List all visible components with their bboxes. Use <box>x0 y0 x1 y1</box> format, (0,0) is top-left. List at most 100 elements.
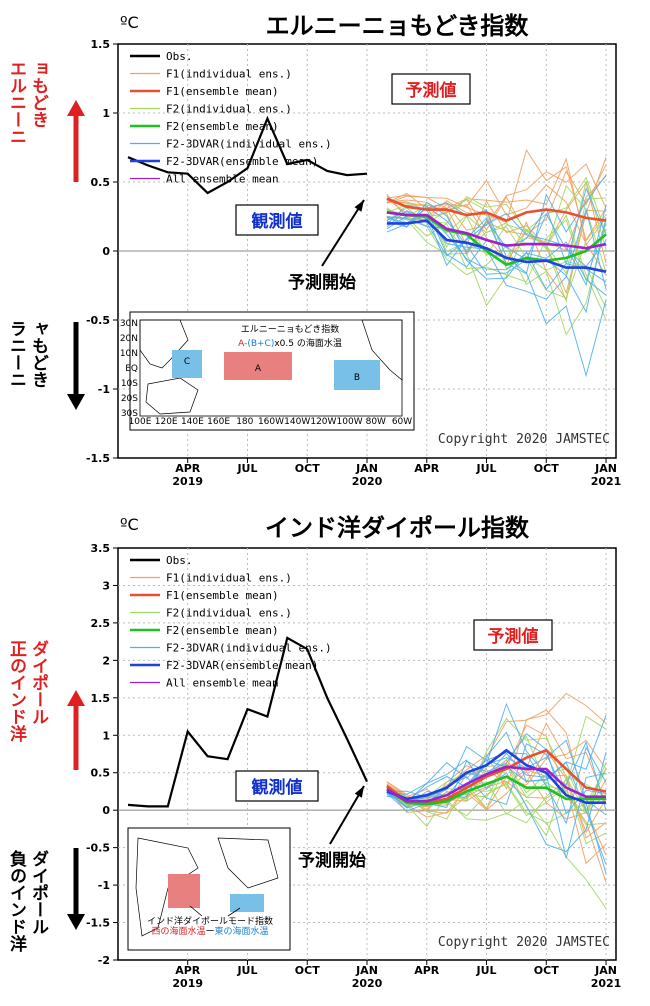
legend-label: F1(ensemble mean) <box>166 85 279 98</box>
x-tick-year: 2021 <box>591 475 622 488</box>
land-americas <box>361 319 403 381</box>
inset-formula: A-(B+C)x0.5 の海面水温 <box>238 337 342 349</box>
x-tick-label: JAN <box>355 462 378 475</box>
legend-label: F2(individual ens.) <box>166 103 292 116</box>
inset-lon-label: 140W <box>284 417 310 427</box>
forecast-box <box>473 619 553 651</box>
ensemble-member-line <box>386 770 607 820</box>
inset-pointer <box>189 905 203 917</box>
arrow-head <box>354 200 364 212</box>
legend-label: F2(ensemble mean) <box>166 120 279 133</box>
series-line-3 <box>386 748 606 805</box>
x-tick-year: 2020 <box>352 475 383 488</box>
legend-label: All ensemble mean <box>166 173 279 186</box>
positive-arrow-head <box>67 690 85 706</box>
y-tick-label: -1 <box>98 383 110 396</box>
x-tick-label: OCT <box>295 964 320 977</box>
legend-label: F2(ensemble mean) <box>166 624 279 637</box>
x-tick-label: OCT <box>534 964 559 977</box>
forecast-label: 予測値 <box>406 80 457 101</box>
ensemble-member-line <box>386 740 607 811</box>
inset-lon-label: 160E <box>207 417 230 427</box>
box-a <box>224 352 292 380</box>
inset-lon-label: 100E <box>129 417 152 427</box>
x-tick-year: 2019 <box>172 977 203 990</box>
y-tick-label: 1 <box>102 107 110 120</box>
legend-label: F2(individual ens.) <box>166 607 292 620</box>
inset-lon-label: 120W <box>310 417 336 427</box>
observed-box <box>235 770 319 802</box>
ensemble-member-line <box>386 179 607 276</box>
x-tick-label: JAN <box>594 462 617 475</box>
y-tick-label: -1.5 <box>86 917 110 930</box>
inset-lon-label: 160W <box>258 417 284 427</box>
ensemble-member-line <box>386 207 607 300</box>
x-tick-label: JAN <box>355 964 378 977</box>
inset-lat-label: 20N <box>120 334 138 344</box>
series-line-0 <box>127 636 368 808</box>
ensemble-member-line <box>386 175 607 261</box>
y-tick-label: 2.5 <box>91 617 111 630</box>
y-tick-label: 1.5 <box>91 38 111 51</box>
legend-label: F1(individual ens.) <box>166 572 292 585</box>
ensemble-member-line <box>386 216 607 283</box>
ensemble-member-line <box>386 210 607 336</box>
negative-label-col-1: ャもどき <box>28 320 48 388</box>
chart-title: エルニーニョもどき指数 <box>266 12 530 40</box>
side-labels: エルニーニョもどきエルニーニョもどきラニーニャもどきラニーニャもどき <box>6 60 85 410</box>
inset-lon-label: 60W <box>392 417 412 427</box>
box-b <box>334 360 380 390</box>
negative-arrow-head <box>67 914 85 930</box>
x-tick-year: 2020 <box>352 977 383 990</box>
panel-iod: インド洋ダイポール指数 ºC 3.5 3 2.5 2 1.5 1 0.5 0 -0.5 -1 -1.5 -… <box>6 514 621 990</box>
x-tick-label: APR <box>414 964 440 977</box>
legend-label: F1(individual ens.) <box>166 68 292 81</box>
chart-title: インド洋ダイポール指数 <box>265 514 530 542</box>
formula-rest: x0.5 の海面水温 <box>274 337 342 349</box>
observed-box <box>235 204 319 236</box>
x-tick-label: JUL <box>236 462 257 475</box>
box-c <box>172 350 202 378</box>
formula-a: A- <box>238 339 247 349</box>
inset-lat-label: 10S <box>121 379 138 389</box>
series-line-0 <box>127 115 368 195</box>
x-tick-label: OCT <box>534 462 559 475</box>
inset-lat-label: 10N <box>120 349 138 359</box>
copyright-label: Copyright 2020 JAMSTEC <box>438 935 610 950</box>
x-tick-label: JAN <box>594 964 617 977</box>
box-b-label: B <box>354 373 360 383</box>
x-tick-label: OCT <box>295 462 320 475</box>
inset-lat-label: 30S <box>121 409 138 419</box>
forecast-box <box>391 73 471 105</box>
legend-label: F2-3DVAR(ensemble mean) <box>166 659 318 672</box>
land-asia <box>217 837 279 889</box>
box-c-label: C <box>184 357 190 367</box>
y-tick-label: -1 <box>98 879 110 892</box>
legend-label: F2-3DVAR(ensemble mean) <box>166 155 318 168</box>
forecast-start-label: 予測開始 <box>298 850 366 871</box>
y-tick-label: 1 <box>102 729 110 742</box>
y-tick-label: 2 <box>102 654 110 667</box>
y-tick-label: 3.5 <box>91 542 111 555</box>
y-tick-label: -0.5 <box>86 314 110 327</box>
positive-label-col-0: エルニーニ <box>6 60 27 145</box>
inset-pointer <box>227 907 241 917</box>
ensemble-member-line <box>386 739 607 816</box>
inset-lon-label: 120E <box>155 417 178 427</box>
unit-label: ºC <box>120 515 139 534</box>
positive-label-col-0: 正のインド洋 <box>6 640 27 743</box>
formula-a: 西の海面水温 <box>151 925 205 937</box>
inset-lon-label: 100W <box>337 417 363 427</box>
inset-title: インド洋ダイポールモード指数 <box>147 915 273 927</box>
land-africa <box>135 837 199 937</box>
inset-lat-label: 30N <box>120 319 138 329</box>
legend-label: Obs. <box>166 50 193 63</box>
observed-label: 観測値 <box>252 777 303 798</box>
series-line-3 <box>386 219 607 273</box>
x-tick-label: APR <box>175 462 201 475</box>
inset-lat-label: EQ <box>125 364 138 374</box>
box-east <box>230 894 264 912</box>
y-tick-label: 0.5 <box>91 176 111 189</box>
